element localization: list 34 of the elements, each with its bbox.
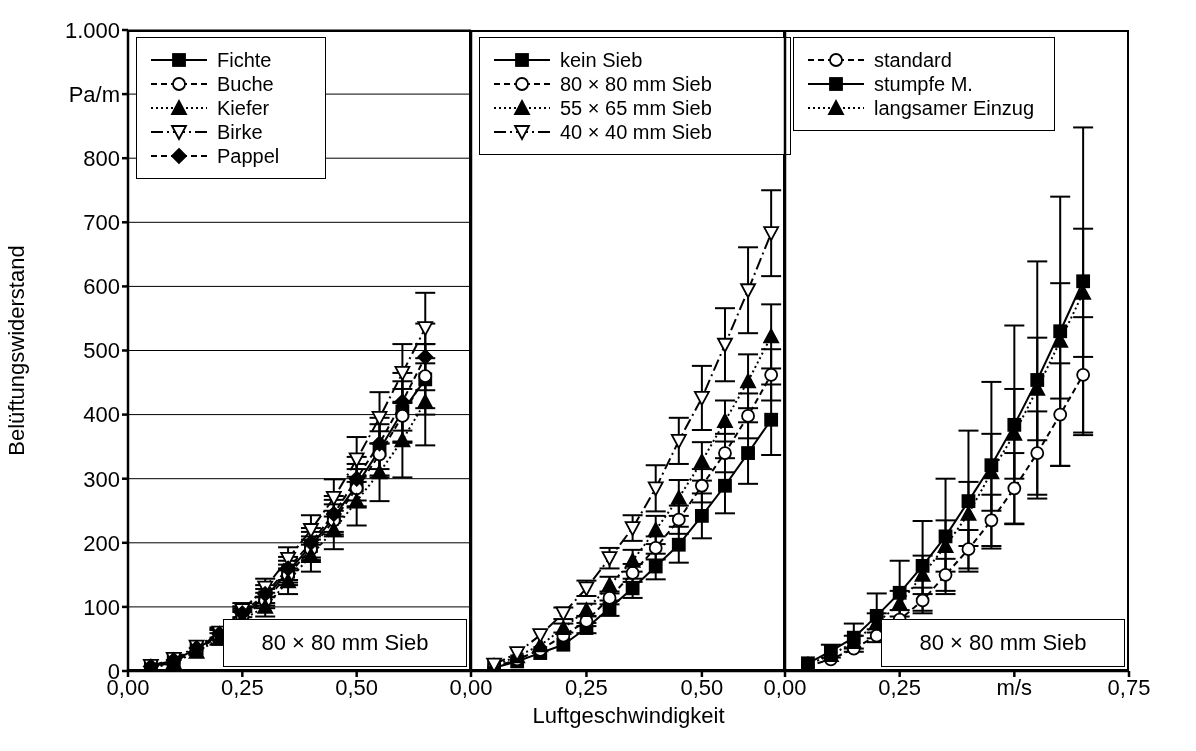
y-tick-label: 600 xyxy=(83,274,120,300)
legend-label: standard xyxy=(874,48,952,72)
y-tick-label: Pa/m xyxy=(68,81,120,107)
legend-label: 40 × 40 mm Sieb xyxy=(560,120,712,144)
x-axis-title: Luftgeschwindigkeit xyxy=(531,703,726,729)
legend-label: Fichte xyxy=(217,48,272,72)
legend-label: Birke xyxy=(217,120,263,144)
legend-label: stumpfe M. xyxy=(874,72,973,96)
y-tick-label: 200 xyxy=(83,530,120,556)
x-tick-label: m/s xyxy=(996,674,1033,700)
y-tick-label: 700 xyxy=(83,210,120,236)
legend-label: kein Sieb xyxy=(560,48,643,72)
y-tick-label: 800 xyxy=(83,146,120,172)
legend-label: 80 × 80 mm Sieb xyxy=(560,72,712,96)
x-tick-label: 0,25 xyxy=(565,674,608,700)
legend-label: Buche xyxy=(217,72,274,96)
x-tick-label: 0,50 xyxy=(680,674,724,700)
x-tick-label: 0,00 xyxy=(449,674,493,700)
legend-label: langsamer Einzug xyxy=(874,96,1035,120)
y-tick-label: 300 xyxy=(83,466,120,492)
legend-label: 55 × 65 mm Sieb xyxy=(560,96,712,120)
x-tick-label: 0,75 xyxy=(1107,674,1151,700)
x-tick-label: 0,25 xyxy=(878,674,922,700)
x-tick-label: 0,00 xyxy=(763,674,807,700)
legend-label: Pappel xyxy=(217,144,280,168)
y-tick-label: 100 xyxy=(83,594,120,620)
y-tick-label: 400 xyxy=(83,402,120,428)
y-axis-title: Belüftungswiderstand xyxy=(3,245,29,456)
x-tick-label: 0,50 xyxy=(335,674,379,700)
text-box: 80 × 80 mm Sieb xyxy=(223,619,467,667)
y-tick-label: 500 xyxy=(83,338,120,364)
x-tick-label: 0,25 xyxy=(220,674,264,700)
y-tick-label: 1.000 xyxy=(64,17,120,43)
legend-label: Kiefer xyxy=(217,96,270,120)
